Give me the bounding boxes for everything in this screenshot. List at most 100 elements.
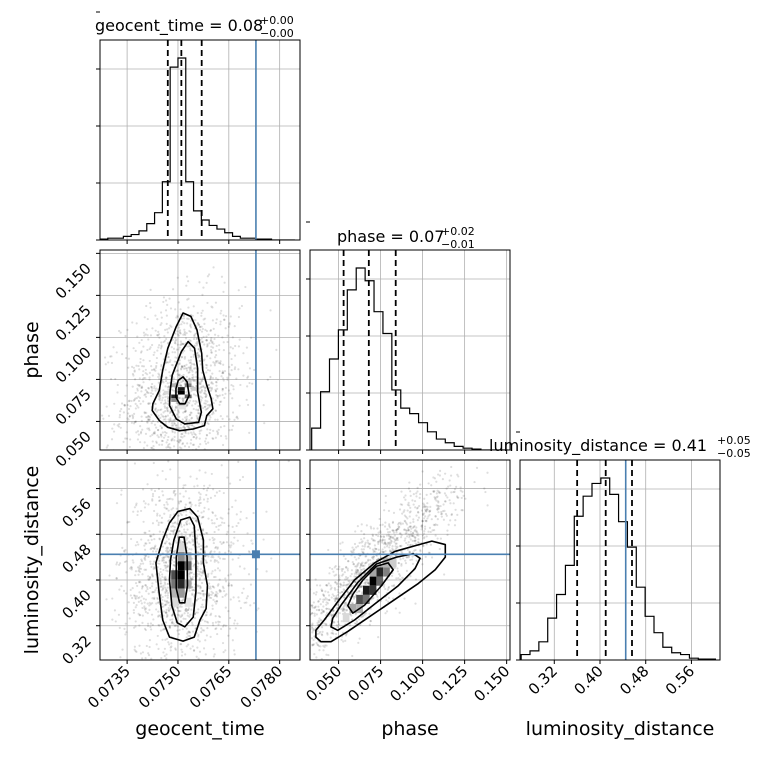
scatter-point — [166, 409, 169, 412]
scatter-point — [179, 609, 182, 613]
scatter-point — [162, 411, 165, 414]
scatter-point — [392, 529, 395, 532]
scatter-point — [352, 563, 355, 566]
scatter-point — [226, 334, 229, 337]
scatter-point — [335, 583, 339, 586]
scatter-point — [218, 589, 221, 592]
scatter-point — [311, 623, 314, 626]
scatter-point — [166, 591, 170, 595]
scatter-point — [134, 590, 136, 592]
scatter-point — [189, 349, 192, 352]
scatter-point — [135, 364, 138, 367]
scatter-point — [191, 540, 194, 543]
scatter-point — [188, 329, 191, 333]
scatter-point — [189, 533, 192, 536]
scatter-point — [355, 573, 358, 576]
scatter-point — [155, 361, 158, 365]
scatter-point — [306, 594, 308, 596]
scatter-point — [424, 505, 427, 508]
scatter-point — [191, 602, 195, 605]
scatter-point — [321, 633, 324, 637]
title-luminosity-distance: luminosity_distance = 0.41 — [489, 436, 707, 456]
scatter-point — [306, 619, 308, 621]
scatter-point — [150, 538, 153, 541]
scatter-point — [222, 587, 225, 590]
scatter-point — [198, 592, 201, 595]
scatter-point — [330, 614, 333, 617]
scatter-point — [164, 555, 167, 559]
scatter-point — [399, 523, 402, 526]
scatter-point — [398, 544, 402, 548]
scatter-point — [166, 408, 169, 411]
scatter-point — [317, 619, 320, 623]
scatter-point — [193, 335, 196, 338]
scatter-point — [151, 343, 154, 347]
scatter-point — [153, 423, 157, 426]
scatter-point — [421, 526, 424, 529]
scatter-point — [246, 385, 249, 388]
scatter-point — [179, 540, 182, 544]
scatter-point — [367, 582, 370, 585]
scatter-point — [196, 351, 199, 355]
scatter-point — [156, 333, 159, 337]
scatter-point — [231, 668, 233, 670]
scatter-point — [400, 534, 403, 537]
scatter-point — [145, 590, 148, 593]
scatter-point — [149, 391, 153, 395]
scatter-point — [230, 541, 233, 544]
scatter-point — [200, 371, 203, 374]
scatter-point — [182, 399, 185, 402]
scatter-point — [303, 645, 305, 647]
scatter-point — [161, 586, 164, 589]
scatter-point — [157, 623, 160, 627]
scatter-point — [372, 538, 375, 542]
scatter-point — [150, 470, 152, 472]
scatter-point — [125, 592, 128, 595]
scatter-point — [352, 551, 355, 554]
scatter-point — [385, 610, 389, 613]
scatter-point — [164, 385, 167, 388]
density-cell — [177, 552, 185, 562]
scatter-point — [198, 432, 201, 435]
scatter-point — [195, 379, 198, 382]
density-cell — [184, 597, 192, 607]
scatter-point — [239, 606, 243, 610]
scatter-point — [343, 607, 346, 610]
scatter-point — [152, 447, 155, 450]
scatter-point — [171, 568, 175, 571]
scatter-point — [206, 500, 209, 503]
scatter-point — [171, 507, 175, 510]
scatter-point — [168, 627, 172, 630]
scatter-point — [329, 636, 332, 639]
scatter-point — [361, 561, 364, 564]
scatter-point — [158, 624, 161, 627]
scatter-point — [204, 593, 207, 596]
scatter-point — [327, 582, 330, 585]
scatter-point — [411, 558, 414, 561]
scatter-point — [457, 496, 460, 499]
scatter-point — [164, 604, 167, 607]
scatter-point — [304, 618, 306, 620]
scatter-point — [325, 623, 328, 626]
scatter-point — [157, 572, 161, 575]
scatter-point — [235, 524, 238, 528]
scatter-point — [203, 667, 205, 669]
scatter-point — [210, 336, 213, 340]
scatter-point — [223, 589, 226, 593]
scatter-point — [327, 607, 330, 610]
scatter-point — [158, 514, 161, 517]
scatter-point — [181, 442, 185, 445]
scatter-point — [355, 571, 358, 574]
scatter-point — [456, 496, 459, 499]
scatter-point — [297, 630, 299, 632]
scatter-point — [195, 344, 198, 347]
scatter-point — [395, 537, 398, 540]
scatter-point — [142, 400, 145, 403]
scatter-point — [341, 590, 344, 594]
scatter-point — [202, 528, 205, 531]
scatter-point — [145, 416, 148, 419]
scatter-point — [154, 503, 158, 506]
density-cell — [191, 387, 199, 391]
scatter-point — [432, 523, 435, 526]
scatter-point — [235, 377, 238, 380]
